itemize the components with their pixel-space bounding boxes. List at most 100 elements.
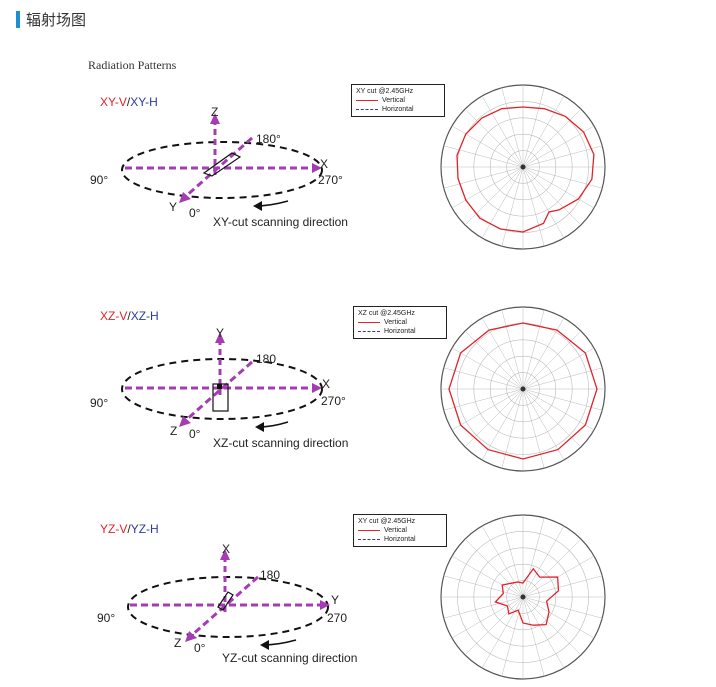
polar-grid-spoke xyxy=(481,95,524,168)
angle-right-label: 270° xyxy=(318,173,343,187)
polar-grid-spoke xyxy=(522,575,603,598)
polar-grid-spoke xyxy=(522,388,603,411)
polar-grid-spoke xyxy=(522,596,582,656)
polar-grid-spoke xyxy=(451,347,524,390)
polar-grid-spoke xyxy=(522,108,582,168)
polar-grid-spoke xyxy=(522,596,545,677)
scan-direction-text: YZ-cut scanning direction xyxy=(222,651,358,665)
polar-grid-spoke xyxy=(481,166,524,239)
polar-plot-yz xyxy=(440,514,606,680)
polar-plot-xz xyxy=(440,306,606,472)
polar-center xyxy=(520,386,526,392)
axis-top-label: Y xyxy=(216,326,225,340)
polar-grid-spoke xyxy=(522,525,565,598)
polar-grid-spoke xyxy=(451,125,524,168)
cut-label-h: XY-H xyxy=(130,95,158,109)
polar-grid-spoke xyxy=(464,538,524,598)
polar-grid-spoke xyxy=(501,87,524,168)
polar-grid-spoke xyxy=(522,166,545,247)
legend-horizontal: Horizontal xyxy=(384,536,416,543)
legend-yz: XY cut @2.45GHz Vertical Horizontal xyxy=(353,514,447,547)
axis-top-label: Z xyxy=(211,105,219,119)
axis-right-label: Y xyxy=(331,593,340,607)
polar-grid-spoke xyxy=(451,596,524,639)
polar-grid-spoke xyxy=(522,166,603,189)
page-title: 辐射场图 xyxy=(26,10,87,29)
polar-grid-spoke xyxy=(522,596,603,619)
cut-label-xy: XY-V/XY-H xyxy=(100,95,158,109)
polar-grid-spoke xyxy=(522,388,595,431)
legend-title: XY cut @2.45GHz xyxy=(358,518,416,525)
cut-label-v: XZ-V xyxy=(100,309,128,323)
cut-label-yz: YZ-V/YZ-H xyxy=(100,522,159,536)
polar-grid-spoke xyxy=(464,166,524,226)
polar-grid-spoke xyxy=(522,309,545,390)
page-header: 辐射场图 xyxy=(16,8,86,30)
polar-grid-spoke xyxy=(522,388,565,461)
legend-vertical: Vertical xyxy=(384,319,407,326)
header-accent-bar xyxy=(16,10,20,28)
axis-diag-label: Y xyxy=(169,200,178,214)
angle-top-label: 180 xyxy=(260,568,281,582)
polar-grid-spoke xyxy=(522,125,595,168)
polar-grid-spoke xyxy=(501,166,524,247)
cut-label-v: XY-V xyxy=(100,95,127,109)
polar-grid-spoke xyxy=(443,145,524,168)
vertical-pattern-curve xyxy=(448,322,598,460)
polar-grid-spoke xyxy=(522,388,545,469)
axis-diag-label: Z xyxy=(174,636,182,650)
cut-label-xz: XZ-V/XZ-H xyxy=(100,309,159,323)
angle-right-label: 270 xyxy=(327,611,348,625)
polar-grid-spoke xyxy=(522,347,595,390)
polar-grid-spoke xyxy=(481,596,524,669)
axis-right-label: X xyxy=(322,377,331,391)
legend-title: XY cut @2.45GHz xyxy=(356,88,414,95)
polar-grid-spoke xyxy=(451,166,524,209)
cut-label-h: YZ-H xyxy=(130,522,159,536)
scan-direction-text: XZ-cut scanning direction xyxy=(213,436,349,450)
polar-grid-spoke xyxy=(522,166,565,239)
polar-grid-spoke xyxy=(501,388,524,469)
polar-grid-spoke xyxy=(522,95,565,168)
angle-left-label: 90° xyxy=(90,396,109,410)
orientation-diagram-xz xyxy=(121,332,323,432)
polar-center xyxy=(520,594,526,600)
vertical-pattern-curve xyxy=(456,106,595,233)
polar-center xyxy=(520,164,526,170)
angle-top-label: 180 xyxy=(256,352,277,366)
polar-grid-spoke xyxy=(501,517,524,598)
polar-grid-spoke xyxy=(501,596,524,677)
polar-grid-spoke xyxy=(481,388,524,461)
legend-horizontal: Horizontal xyxy=(384,328,416,335)
angle-right-label: 270° xyxy=(321,394,346,408)
row-xy: XY-V/XY-H Z X Y 90° 270° 180° 0° XY-cut … xyxy=(0,0,716,250)
polar-grid-spoke xyxy=(522,538,582,598)
polar-grid-spoke xyxy=(522,517,545,598)
axis-diag-label: Z xyxy=(170,424,178,438)
angle-bottom-label: 0° xyxy=(189,206,201,220)
polar-grid-spoke xyxy=(522,555,595,598)
polar-grid-spoke xyxy=(522,87,545,168)
legend-vertical: Vertical xyxy=(384,527,407,534)
polar-grid-spoke xyxy=(451,388,524,431)
legend-title: XZ cut @2.45GHz xyxy=(358,310,415,317)
polar-grid-spoke xyxy=(501,309,524,390)
scan-direction-text: XY-cut scanning direction xyxy=(213,215,348,229)
polar-grid-spoke xyxy=(464,596,524,656)
polar-grid-spoke xyxy=(443,388,524,411)
polar-grid-spoke xyxy=(451,555,524,598)
angle-left-label: 90° xyxy=(90,173,109,187)
polar-grid-spoke xyxy=(443,166,524,189)
angle-bottom-label: 0° xyxy=(194,641,206,655)
legend-horizontal: Horizontal xyxy=(382,106,414,113)
polar-grid-spoke xyxy=(481,525,524,598)
polar-grid-spoke xyxy=(443,575,524,598)
legend-xz: XZ cut @2.45GHz Vertical Horizontal xyxy=(353,306,447,339)
polar-grid-spoke xyxy=(522,596,565,669)
polar-plot-xy xyxy=(440,84,606,250)
orientation-diagram-xy xyxy=(121,113,323,211)
section-title: Radiation Patterns xyxy=(88,58,177,72)
polar-grid-spoke xyxy=(443,367,524,390)
